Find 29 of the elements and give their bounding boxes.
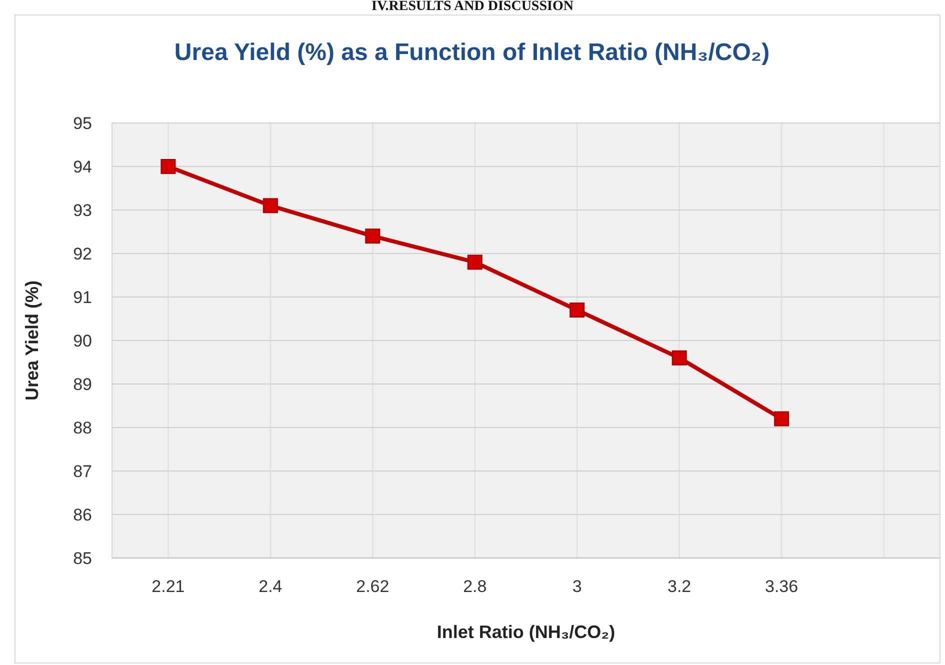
x-tick-label: 2.21 xyxy=(152,577,185,596)
text: IV.RESULTS AND DISCUSSION xyxy=(372,0,574,14)
point xyxy=(262,198,278,214)
x-axis-title: Inlet Ratio (NH₃/CO₂) xyxy=(436,622,616,642)
y-tick-label: 87 xyxy=(73,462,92,481)
x-tick-label: 3.2 xyxy=(668,577,692,596)
y-tick-label: 92 xyxy=(73,244,92,264)
x-tick-label: 2.8 xyxy=(463,577,487,596)
x-tick-label: 3 xyxy=(572,577,582,596)
x-tick-label: 3.36 xyxy=(765,577,798,596)
y-tick-label: 88 xyxy=(73,418,92,438)
y-tick-label: 85 xyxy=(73,548,92,568)
point xyxy=(774,411,790,426)
y-tick-label: 89 xyxy=(73,374,92,394)
y-tick-label: 86 xyxy=(73,505,92,524)
point xyxy=(570,302,585,318)
y-tick-label: 95 xyxy=(73,114,92,133)
x-tick-label: 2.4 xyxy=(258,577,282,596)
point xyxy=(160,159,176,174)
y-tick-label: 93 xyxy=(73,200,92,220)
y-tick-label: 91 xyxy=(73,288,92,307)
chart-title: Urea Yield (%) as a Function of Inlet Ratio (NH₃/CO₂) xyxy=(174,39,770,66)
y-tick-label: 90 xyxy=(73,331,92,350)
point xyxy=(365,228,380,244)
point xyxy=(467,254,482,270)
point xyxy=(672,350,687,366)
y-tick-label: 94 xyxy=(73,157,92,176)
y-axis-title: Urea Yield (%) xyxy=(22,280,42,401)
x-tick-label: 2.62 xyxy=(356,577,390,596)
